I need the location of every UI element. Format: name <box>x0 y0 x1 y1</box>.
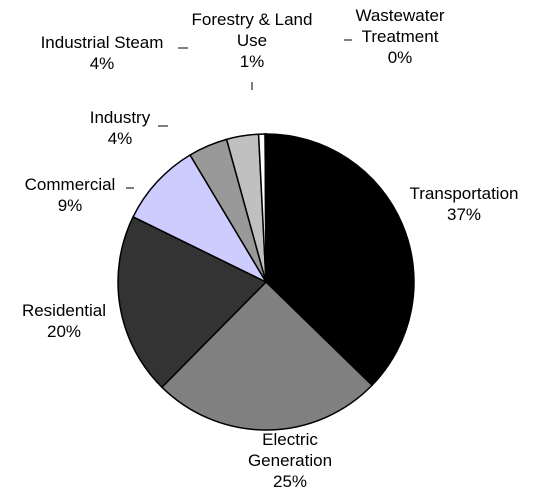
pie-slice-residential <box>117 215 268 389</box>
slice-label-residential: Residential 20% <box>22 301 106 341</box>
slice-label-industrial-steam: Industrial Steam 4% <box>41 33 164 73</box>
slice-label-electric-generation: Electric Generation 25% <box>248 430 332 491</box>
slice-labels: Transportation 37% Electric Generation 25% Re… <box>22 6 519 491</box>
slice-label-industry: Industry 4% <box>90 108 151 148</box>
pie-slice-transportation <box>265 133 415 387</box>
pie-slices <box>117 133 415 431</box>
leader-lines <box>126 39 352 189</box>
pie-slice-commercial <box>132 153 268 284</box>
slice-label-transportation: Transportation 37% <box>410 184 519 224</box>
slice-label-commercial: Commercial 9% <box>25 175 116 215</box>
slice-label-wastewater-treatment: Wastewater Treatment 0% <box>355 6 444 67</box>
slice-label-forestry-land-use: Forestry & Land Use 1% <box>192 10 313 71</box>
pie-slice-electric-generation <box>160 280 374 431</box>
pie-slice-wastewater-treatment <box>264 133 267 283</box>
